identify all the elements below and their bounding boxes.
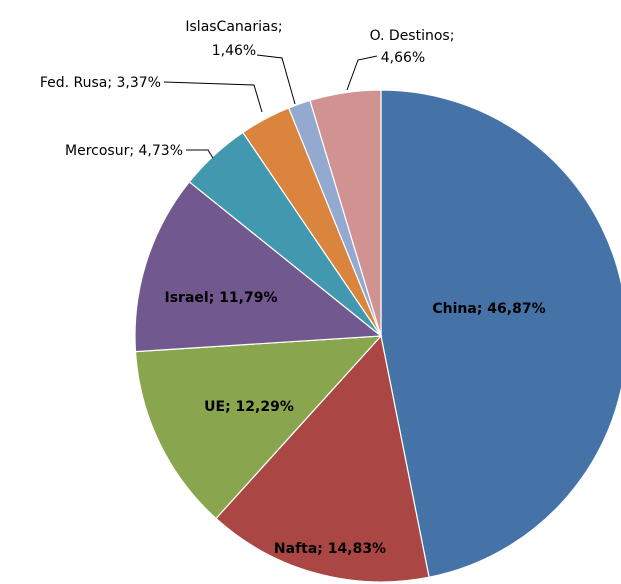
pie-slice-o-destinos bbox=[309, 89, 382, 337]
pie-slice-china bbox=[380, 89, 621, 578]
label-o-destinos-line1: O. Destinos; bbox=[370, 28, 455, 44]
leader-line-fed-rusa bbox=[163, 81, 263, 113]
leader-line-islas-canarias bbox=[256, 54, 296, 105]
label-israel: Israel; 11,79% bbox=[165, 290, 278, 306]
pie-slice-nafta bbox=[215, 334, 430, 583]
leader-line-o-destinos bbox=[346, 55, 378, 91]
label-fed-rusa: Fed. Rusa; 3,37% bbox=[40, 75, 161, 91]
label-ue: UE; 12,29% bbox=[204, 399, 294, 415]
label-islas-canarias-line2: 1,46% bbox=[212, 43, 256, 59]
label-mercosur: Mercosur; 4,73% bbox=[65, 143, 183, 159]
label-o-destinos-line2: 4,66% bbox=[381, 50, 425, 66]
pie-slice-ue bbox=[134, 335, 383, 520]
pie-slices bbox=[134, 89, 621, 583]
leader-line-mercosur bbox=[186, 149, 214, 159]
label-china: China; 46,87% bbox=[432, 301, 545, 317]
label-islas-canarias-line1: IslasCanarias; bbox=[185, 19, 282, 35]
label-nafta: Nafta; 14,83% bbox=[274, 541, 386, 557]
pie-slice-israel bbox=[134, 180, 383, 353]
